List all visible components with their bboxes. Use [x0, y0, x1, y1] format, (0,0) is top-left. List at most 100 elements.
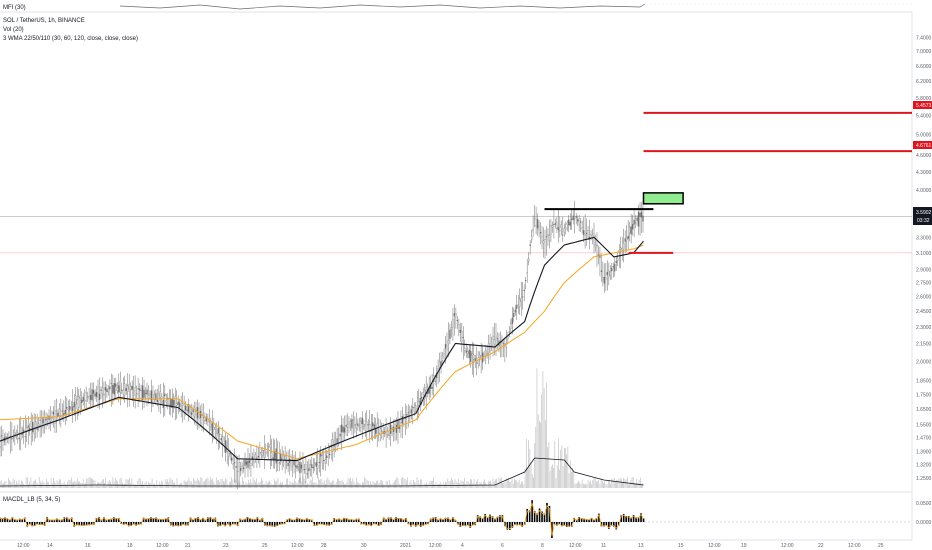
candle-body	[391, 428, 393, 434]
time-tick-label: 25	[262, 543, 268, 549]
candle-body	[118, 385, 120, 393]
candle-body	[574, 218, 576, 220]
price-tick-label: 7.0000	[916, 49, 932, 55]
price-tick-label: 7.4000	[916, 35, 932, 41]
candle-body	[174, 396, 176, 409]
candle-body	[388, 434, 390, 436]
candle-body	[343, 427, 346, 433]
candle-body	[585, 232, 588, 234]
candle-body	[272, 457, 274, 460]
time-tick-label: 12:00	[429, 543, 442, 549]
price-tick-label: 1.3900	[916, 450, 932, 456]
candle-body	[314, 463, 316, 465]
volume-bars	[0, 368, 644, 488]
price-tick-label: 1.2500	[916, 476, 932, 482]
price-tick-label: 1.7500	[916, 392, 932, 398]
candle-body	[30, 420, 32, 427]
candle-body	[223, 442, 225, 445]
candle-body	[492, 336, 494, 340]
candle-body	[58, 408, 61, 417]
candle-body	[91, 389, 93, 401]
candle-body	[367, 424, 369, 426]
candle-body	[602, 277, 604, 281]
candle-body	[508, 331, 511, 333]
candle-body	[235, 466, 237, 468]
candle-body	[64, 409, 66, 414]
time-tick-label: 12:00	[848, 543, 861, 549]
candle-body	[590, 234, 592, 236]
candle-body	[568, 219, 570, 226]
candle-body	[239, 467, 242, 471]
candle-body	[275, 448, 277, 464]
candle-body	[510, 323, 512, 330]
candle-body	[92, 390, 95, 394]
candle-body	[309, 464, 312, 470]
candle-body	[257, 455, 260, 458]
candle-body	[238, 462, 240, 467]
candle-body	[253, 461, 255, 464]
price-axis: 7.4000 7.0000 6.6000 6.2000 5.8000 5.4000 5.00…	[911, 12, 932, 540]
candle-body	[525, 280, 527, 281]
candle-body	[146, 389, 148, 395]
candle-body	[182, 403, 184, 406]
candle-body	[603, 276, 606, 284]
candle-body	[470, 350, 472, 362]
candle-body	[385, 426, 387, 436]
candle-body	[119, 380, 121, 393]
candle-body	[165, 400, 167, 403]
candle-body	[471, 353, 473, 356]
candle-body	[285, 461, 288, 463]
candle-body	[156, 399, 159, 402]
candle-body	[315, 462, 317, 467]
candle-body	[312, 466, 314, 469]
candle-body	[404, 417, 407, 419]
candle-body	[406, 414, 408, 416]
countdown-label: 03:32	[917, 218, 930, 224]
candle-body	[248, 460, 251, 463]
candle-body	[631, 223, 634, 230]
candle-body	[274, 451, 276, 460]
candle-body	[355, 423, 358, 429]
time-tick-label: 2021	[400, 543, 411, 549]
candle-body	[530, 236, 533, 240]
candle-body	[487, 343, 490, 354]
candle-body	[542, 240, 545, 244]
candle-body	[121, 389, 123, 391]
candle-body	[305, 464, 307, 470]
candle-body	[502, 343, 505, 345]
candle-body	[345, 424, 347, 427]
candle-body	[106, 389, 108, 393]
candle-body	[317, 464, 319, 469]
macd-legend: MACDL_LB (5, 34, 5)	[3, 497, 60, 503]
candle-body	[214, 427, 216, 430]
candle-body	[233, 462, 236, 464]
candle-body	[462, 337, 464, 339]
candle-body	[458, 323, 460, 331]
price-tick-label: 2.9000	[916, 267, 932, 273]
candle-body	[43, 417, 46, 426]
time-tick-label: 12:00	[708, 543, 721, 549]
candle-body	[208, 421, 211, 423]
candle-body	[550, 225, 552, 235]
candle-body	[364, 424, 366, 431]
candle-body	[394, 424, 396, 430]
time-tick-label: 14	[47, 543, 53, 549]
candle-body	[571, 218, 573, 220]
candle-body	[360, 421, 362, 428]
candle-body	[269, 444, 271, 448]
candle-body	[260, 451, 263, 455]
candle-body	[639, 213, 641, 218]
candle-body	[495, 336, 497, 347]
candle-body	[611, 267, 613, 272]
candle-body	[149, 393, 151, 395]
candle-body	[410, 409, 412, 414]
candle-body	[89, 395, 92, 400]
price-tick-label: 5.0000	[916, 133, 932, 139]
price-tick-label: 1.3200	[916, 462, 932, 468]
candle-body	[323, 459, 325, 461]
candle-body	[266, 451, 268, 453]
candle-body	[634, 222, 637, 224]
price-tick-label: 2.6000	[916, 294, 932, 300]
candle-body	[213, 427, 215, 430]
candle-body	[61, 410, 64, 412]
